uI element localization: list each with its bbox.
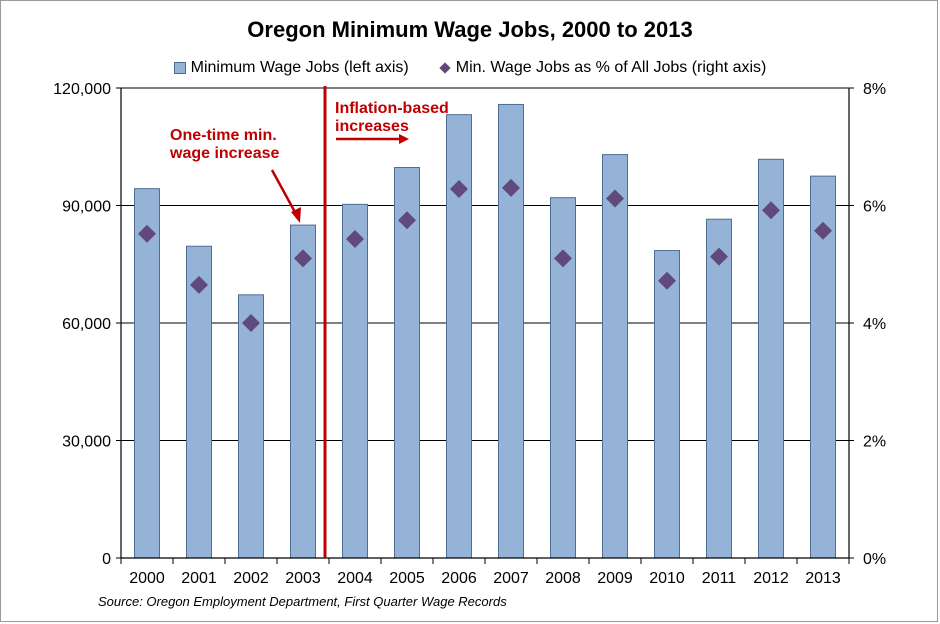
x-tick-label: 2009 bbox=[597, 570, 633, 587]
diamond-2004 bbox=[346, 229, 364, 248]
bar-2011 bbox=[706, 218, 732, 559]
bar-2005 bbox=[394, 167, 420, 559]
bar-2003 bbox=[290, 224, 316, 559]
x-tick-label: 2008 bbox=[545, 570, 581, 587]
diamond-2006 bbox=[450, 180, 468, 199]
left-tick-label: 60,000 bbox=[62, 316, 111, 333]
legend-bar-swatch bbox=[173, 62, 186, 74]
x-tick-label: 2000 bbox=[129, 570, 165, 587]
inflation-arrowhead bbox=[399, 134, 409, 144]
bar-2010 bbox=[654, 250, 680, 559]
diamond-2009 bbox=[606, 189, 624, 208]
chart-title: Oregon Minimum Wage Jobs, 2000 to 2013 bbox=[247, 17, 693, 42]
right-tick-label: 6% bbox=[863, 199, 886, 216]
diamond-2012 bbox=[762, 201, 780, 220]
one-time-arrow-line bbox=[270, 169, 298, 215]
bar-2007 bbox=[498, 103, 524, 559]
bar-2001 bbox=[186, 245, 212, 559]
right-tick-label: 8% bbox=[863, 81, 886, 98]
x-tick-label: 2012 bbox=[753, 570, 789, 587]
bar-2000 bbox=[134, 188, 160, 559]
left-tick-label: 120,000 bbox=[53, 81, 111, 98]
diamond-2011 bbox=[710, 247, 728, 266]
axes: 0 30,000 60,000 90,000 120,000 0% 2% 4% 6% 8% 2000… bbox=[53, 81, 886, 587]
right-tick-label: 0% bbox=[863, 551, 886, 568]
one-time-label-line: wage increase bbox=[169, 145, 280, 162]
x-tick-label: 2002 bbox=[233, 570, 269, 587]
bar-2002 bbox=[238, 294, 264, 559]
x-tick-label: 2003 bbox=[285, 570, 321, 587]
right-tick-label: 2% bbox=[863, 434, 886, 451]
left-tick-label: 90,000 bbox=[62, 199, 111, 216]
x-tick-label: 2004 bbox=[337, 570, 373, 587]
left-tick-label: 0 bbox=[102, 551, 111, 568]
diamond-2002 bbox=[242, 314, 260, 332]
x-tick-label: 2001 bbox=[181, 570, 217, 587]
x-tick-label: 2011 bbox=[702, 570, 737, 587]
inflation-label-line: Inflation-based bbox=[335, 100, 449, 117]
diamond-2007 bbox=[502, 178, 520, 197]
bars bbox=[134, 103, 836, 559]
bar-2004 bbox=[342, 203, 368, 559]
x-tick-label: 2010 bbox=[649, 570, 685, 587]
legend-item-bars: Minimum Wage Jobs (left axis) bbox=[173, 59, 409, 77]
inflation-label-line: increases bbox=[335, 118, 409, 135]
x-tick-label: 2013 bbox=[805, 570, 841, 587]
one-time-arrowhead bbox=[291, 207, 301, 223]
source-note: Source: Oregon Employment Department, Fi… bbox=[98, 594, 507, 609]
left-tick-label: 30,000 bbox=[62, 434, 111, 451]
bar-2013 bbox=[810, 175, 836, 559]
diamond-2005 bbox=[398, 211, 416, 230]
legend: Minimum Wage Jobs (left axis) Min. Wage … bbox=[0, 59, 940, 77]
diamond-2000 bbox=[138, 224, 156, 243]
diamond-2013 bbox=[814, 221, 832, 240]
x-tick-label: 2006 bbox=[441, 570, 477, 587]
legend-item-diamonds: Min. Wage Jobs as % of All Jobs (right a… bbox=[439, 59, 767, 77]
bar-2012 bbox=[758, 158, 784, 559]
x-tick-label: 2007 bbox=[493, 570, 529, 587]
legend-label-diamonds: Min. Wage Jobs as % of All Jobs (right a… bbox=[455, 59, 767, 76]
diamond-2001 bbox=[190, 275, 208, 294]
one-time-label-line: One-time min. bbox=[170, 127, 277, 144]
bar-2009 bbox=[602, 154, 628, 559]
diamond-2003 bbox=[294, 249, 312, 268]
diamond-2008 bbox=[554, 249, 572, 268]
right-tick-label: 4% bbox=[863, 316, 886, 333]
diamond-2010 bbox=[658, 271, 676, 290]
legend-label-bars: Minimum Wage Jobs (left axis) bbox=[190, 59, 409, 76]
diamond-markers bbox=[138, 178, 832, 332]
x-tick-label: 2005 bbox=[389, 570, 425, 587]
